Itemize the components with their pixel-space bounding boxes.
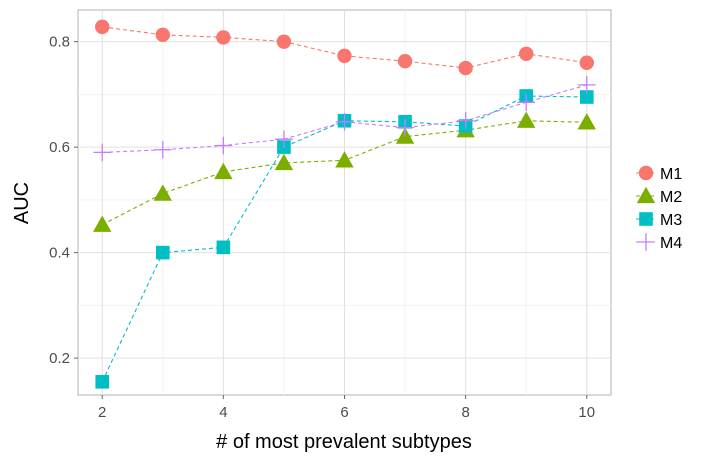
x-tick-label: 2 [98,404,106,421]
y-axis-title: AUC [11,182,33,224]
data-point-m1 [519,46,534,61]
y-tick-label: 0.2 [49,350,70,367]
data-point-m3 [155,245,170,260]
x-axis-ticks: 2 4 6 8 10 [98,395,595,421]
data-point-m4 [577,76,596,94]
x-tick-label: 6 [340,404,348,421]
data-point-m1 [579,55,594,70]
data-point-m4 [275,130,293,149]
data-point-m2 [153,184,172,201]
legend-item-m2: M2 [636,186,682,206]
data-point-m4 [93,143,112,162]
y-tick-label: 0.6 [49,139,70,156]
data-point-m4 [335,113,354,131]
legend-key-marker [637,233,655,251]
data-point-m2 [335,151,354,168]
x-tick-label: 4 [219,404,227,421]
data-point-m3 [579,90,594,104]
data-point-m2 [214,162,233,180]
data-point-m2 [577,113,596,130]
series-line-m1 [102,26,587,69]
legend-item-m4: M4 [636,233,682,252]
y-tick-label: 0.4 [49,245,70,262]
legend-item-m3: M3 [636,212,682,229]
x-tick-label: 10 [578,404,595,421]
y-tick-label: 0.8 [49,34,70,51]
data-point-m1 [337,48,352,64]
data-point-m1 [95,19,110,35]
legend-label: M3 [660,212,682,229]
series-points [93,19,596,389]
data-point-m3 [216,240,231,255]
data-point-m1 [155,27,170,42]
data-point-m1 [458,60,473,76]
data-point-m4 [153,140,172,159]
data-point-m4 [517,93,536,112]
legend: M1 M2 M3 M4 [636,165,682,252]
data-point-m2 [517,111,536,128]
legend-label: M2 [660,189,682,206]
x-tick-label: 8 [461,404,469,421]
data-point-m1 [276,34,292,49]
legend-key-marker [639,212,653,226]
legend-label: M1 [660,166,682,183]
legend-item-m1: M1 [636,165,682,183]
data-point-m2 [93,215,112,232]
data-point-m1 [397,53,413,69]
legend-key-marker [636,186,656,204]
data-point-m4 [214,136,233,155]
data-point-m4 [456,111,475,130]
legend-key-marker [638,165,654,181]
y-axis-ticks: 0.2 0.4 0.6 0.8 [49,34,78,367]
data-point-m4 [396,118,414,137]
legend-label: M4 [660,235,682,252]
data-point-m3 [95,375,110,389]
data-point-m2 [274,153,294,171]
data-point-m1 [216,30,231,45]
x-axis-title: # of most prevalent subtypes [216,431,472,453]
